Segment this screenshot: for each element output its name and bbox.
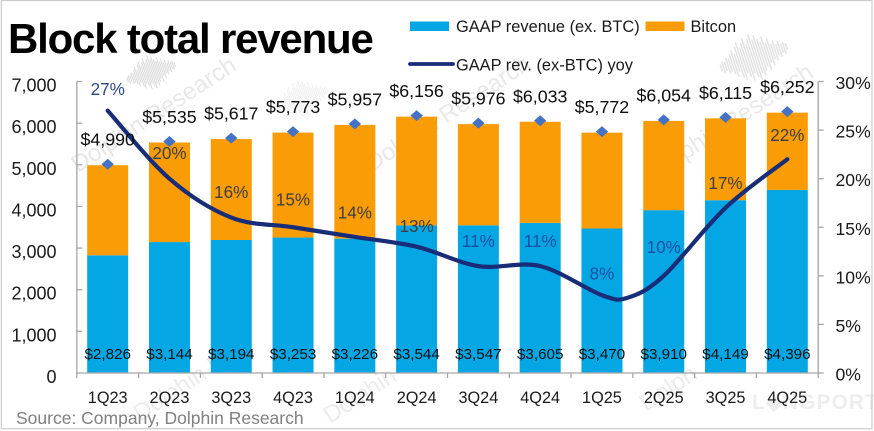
svg-text:2,000: 2,000 (11, 284, 56, 304)
svg-text:10%: 10% (836, 267, 872, 287)
svg-text:30%: 30% (836, 73, 872, 93)
svg-text:$6,033: $6,033 (513, 86, 567, 106)
svg-text:7,000: 7,000 (11, 76, 56, 96)
svg-text:3,000: 3,000 (11, 242, 56, 262)
svg-text:$6,115: $6,115 (699, 83, 752, 103)
svg-text:1Q24: 1Q24 (335, 389, 375, 407)
svg-text:20%: 20% (152, 144, 186, 163)
svg-text:$4,149: $4,149 (702, 346, 748, 363)
svg-text:1Q25: 1Q25 (582, 389, 622, 407)
svg-text:16%: 16% (214, 183, 248, 202)
svg-text:3Q24: 3Q24 (458, 389, 498, 407)
svg-text:$5,957: $5,957 (328, 89, 382, 109)
svg-text:$3,194: $3,194 (208, 346, 254, 363)
svg-text:20%: 20% (836, 170, 872, 190)
svg-text:15%: 15% (836, 219, 872, 239)
svg-text:5,000: 5,000 (11, 159, 56, 179)
svg-text:$3,605: $3,605 (517, 346, 563, 363)
svg-text:25%: 25% (836, 122, 872, 142)
svg-text:17%: 17% (708, 174, 742, 193)
svg-text:2Q25: 2Q25 (644, 389, 684, 407)
svg-text:$3,144: $3,144 (146, 346, 192, 363)
svg-text:1,000: 1,000 (11, 325, 56, 345)
svg-text:0: 0 (46, 367, 56, 387)
svg-text:Source: Company, Dolphin Resea: Source: Company, Dolphin Research (16, 408, 304, 428)
svg-text:$5,976: $5,976 (451, 89, 505, 109)
svg-text:5%: 5% (836, 316, 862, 336)
svg-text:Block total revenue: Block total revenue (8, 15, 373, 62)
svg-text:$6,054: $6,054 (637, 85, 691, 105)
svg-text:2Q24: 2Q24 (397, 389, 437, 407)
svg-text:$3,253: $3,253 (270, 346, 316, 363)
svg-text:6,000: 6,000 (11, 117, 56, 137)
svg-text:$4,396: $4,396 (764, 346, 810, 363)
svg-text:3Q23: 3Q23 (211, 389, 251, 407)
svg-text:$3,226: $3,226 (332, 346, 378, 363)
svg-text:GAAP rev. (ex-BTC) yoy: GAAP rev. (ex-BTC) yoy (456, 57, 634, 75)
svg-text:$3,547: $3,547 (455, 346, 501, 363)
svg-text:Bitcon: Bitcon (691, 18, 737, 36)
svg-text:$5,772: $5,772 (575, 97, 629, 117)
svg-text:0%: 0% (836, 365, 862, 385)
svg-text:13%: 13% (400, 217, 434, 236)
svg-text:4Q25: 4Q25 (767, 389, 807, 407)
svg-text:10%: 10% (647, 238, 681, 257)
svg-text:15%: 15% (276, 190, 310, 209)
svg-text:22%: 22% (770, 126, 804, 145)
svg-text:L◆NGPORT: L◆NGPORT (752, 391, 874, 414)
svg-text:4Q23: 4Q23 (273, 389, 313, 407)
svg-text:3Q25: 3Q25 (706, 389, 746, 407)
svg-text:$5,535: $5,535 (142, 107, 196, 127)
svg-text:$3,910: $3,910 (641, 346, 687, 363)
svg-text:2Q23: 2Q23 (150, 389, 190, 407)
svg-text:$2,826: $2,826 (84, 346, 130, 363)
svg-text:GAAP revenue (ex. BTC): GAAP revenue (ex. BTC) (456, 18, 640, 36)
svg-text:$5,617: $5,617 (204, 104, 258, 124)
svg-text:14%: 14% (338, 203, 372, 222)
svg-text:1Q23: 1Q23 (88, 389, 128, 407)
svg-text:$3,470: $3,470 (579, 346, 625, 363)
svg-text:4,000: 4,000 (11, 200, 56, 220)
svg-text:$5,773: $5,773 (266, 97, 320, 117)
svg-text:$4,990: $4,990 (80, 130, 134, 150)
svg-text:$6,156: $6,156 (389, 81, 443, 101)
svg-text:11%: 11% (462, 232, 495, 251)
svg-text:$3,544: $3,544 (393, 346, 439, 363)
svg-text:27%: 27% (91, 80, 125, 99)
svg-text:11%: 11% (524, 232, 557, 251)
svg-text:$6,252: $6,252 (760, 77, 814, 97)
svg-text:4Q24: 4Q24 (520, 389, 560, 407)
svg-text:8%: 8% (590, 265, 615, 284)
